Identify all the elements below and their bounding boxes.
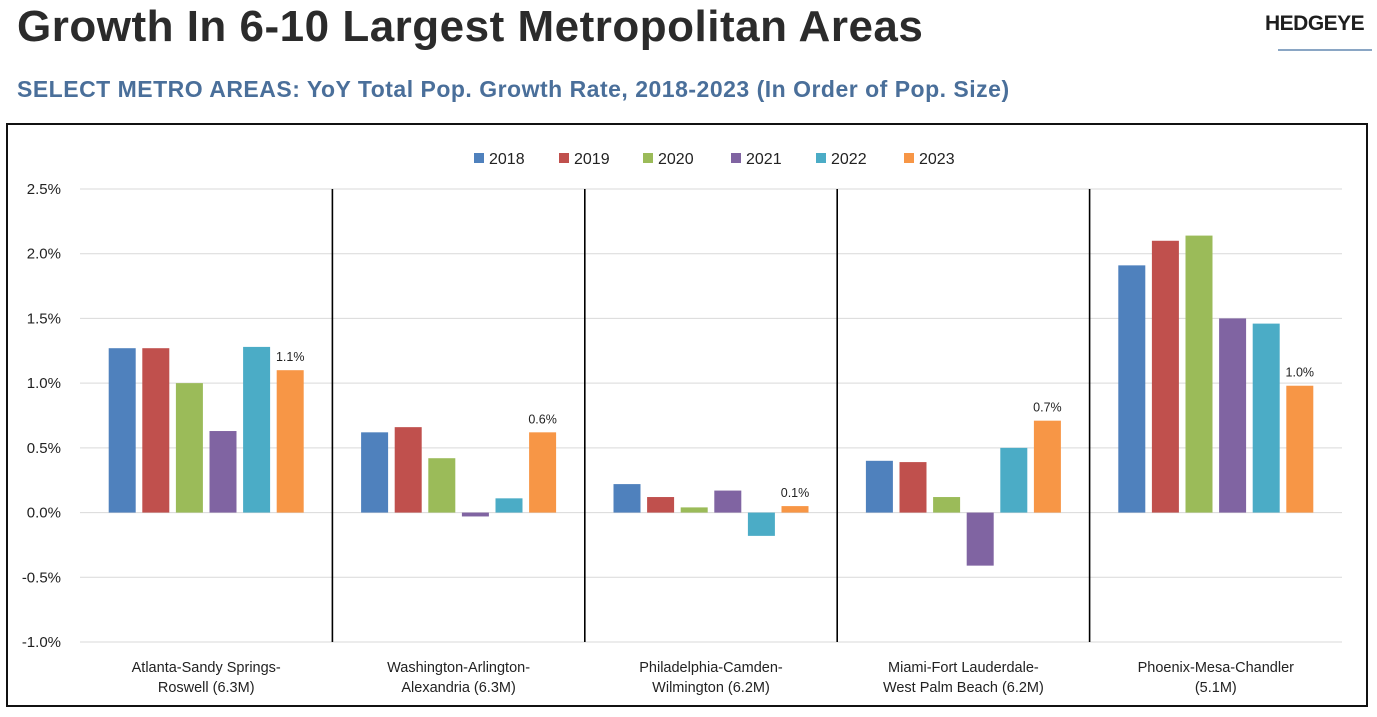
legend-swatch-2021 <box>731 153 741 163</box>
bar-2021 <box>714 490 742 513</box>
bar-2023 <box>781 506 809 513</box>
legend-swatch-2018 <box>474 153 484 163</box>
bar-2023 <box>1033 420 1061 513</box>
bar-2023 <box>276 370 304 513</box>
y-tick-label: 2.5% <box>27 181 61 198</box>
brand-logo: HEDGEYE <box>1265 12 1365 35</box>
y-tick-label: 1.5% <box>27 310 61 327</box>
bar-2019 <box>394 427 422 513</box>
category-label: Washington-Arlington- <box>387 660 530 676</box>
bar-2018 <box>108 348 136 513</box>
bar-2021 <box>209 431 237 513</box>
category-label: Phoenix-Mesa-Chandler <box>1138 660 1295 676</box>
legend-label-2021: 2021 <box>746 151 782 168</box>
bar-2019 <box>1151 240 1179 513</box>
legend-swatch-2019 <box>559 153 569 163</box>
legend-label-2020: 2020 <box>658 151 694 168</box>
legend-label-2022: 2022 <box>831 151 867 168</box>
bar-2019 <box>142 348 170 513</box>
data-label: 1.0% <box>1286 366 1315 380</box>
y-tick-label: -1.0% <box>22 634 61 651</box>
data-labels: 1.1% 0.6% 0.1% 0.7% 1.0% <box>276 350 1314 500</box>
data-label: 0.7% <box>1033 401 1062 415</box>
bar-2020 <box>680 507 708 513</box>
bar-2018 <box>865 460 893 513</box>
bar-2018 <box>613 484 641 513</box>
bar-2020 <box>175 383 203 513</box>
legend-label-2018: 2018 <box>489 151 525 168</box>
y-tick-label: -0.5% <box>22 569 61 586</box>
y-axis-ticks: -1.0% -0.5% 0.0% 0.5% 1.0% 1.5% 2.0% 2.5% <box>22 181 61 651</box>
bar-2022 <box>747 512 775 536</box>
bar-2019 <box>899 462 927 513</box>
y-tick-label: 1.0% <box>27 375 61 392</box>
data-label: 0.1% <box>781 486 810 500</box>
category-label: West Palm Beach (6.2M) <box>883 680 1044 696</box>
category-label: Philadelphia-Camden- <box>639 660 783 676</box>
bar-2022 <box>495 498 523 513</box>
y-tick-label: 2.0% <box>27 246 61 263</box>
y-tick-label: 0.5% <box>27 440 61 457</box>
category-label: Roswell (6.3M) <box>158 680 255 696</box>
data-label: 0.6% <box>528 412 557 426</box>
category-label: Atlanta-Sandy Springs- <box>132 660 281 676</box>
chart-frame <box>6 123 1368 707</box>
category-label: Alexandria (6.3M) <box>401 680 515 696</box>
legend-label-2023: 2023 <box>919 151 955 168</box>
legend-swatch-2020 <box>643 153 653 163</box>
legend: 2018 2019 2020 2021 2022 2023 <box>474 151 955 168</box>
brand-underline <box>1278 49 1372 51</box>
bar-2023 <box>529 432 557 513</box>
bar-2020 <box>1185 235 1213 513</box>
bar-2022 <box>1252 323 1280 513</box>
page-title: Growth In 6-10 Largest Metropolitan Area… <box>17 2 924 51</box>
bar-2020 <box>428 458 456 513</box>
bars <box>108 235 1314 566</box>
legend-label-2019: 2019 <box>574 151 610 168</box>
legend-swatch-2023 <box>904 153 914 163</box>
bar-2022 <box>243 346 271 513</box>
bar-2018 <box>361 432 389 513</box>
category-label: (5.1M) <box>1195 680 1237 696</box>
legend-swatch-2022 <box>816 153 826 163</box>
bar-2020 <box>933 497 961 513</box>
bar-2021 <box>1219 318 1247 513</box>
bar-2021 <box>966 512 994 566</box>
category-label: Miami-Fort Lauderdale- <box>888 660 1039 676</box>
category-labels: Atlanta-Sandy Springs- Roswell (6.3M) Wash… <box>132 660 1295 696</box>
data-label: 1.1% <box>276 350 305 364</box>
category-label: Wilmington (6.2M) <box>652 680 770 696</box>
group-separators <box>331 189 1091 642</box>
y-tick-label: 0.0% <box>27 505 61 522</box>
bar-2019 <box>647 497 675 513</box>
chart-subtitle: SELECT METRO AREAS: YoY Total Pop. Growt… <box>17 76 1010 102</box>
bar-2018 <box>1118 265 1146 513</box>
bar-2022 <box>1000 447 1028 513</box>
bar-2023 <box>1286 385 1314 513</box>
bar-2021 <box>461 512 489 517</box>
